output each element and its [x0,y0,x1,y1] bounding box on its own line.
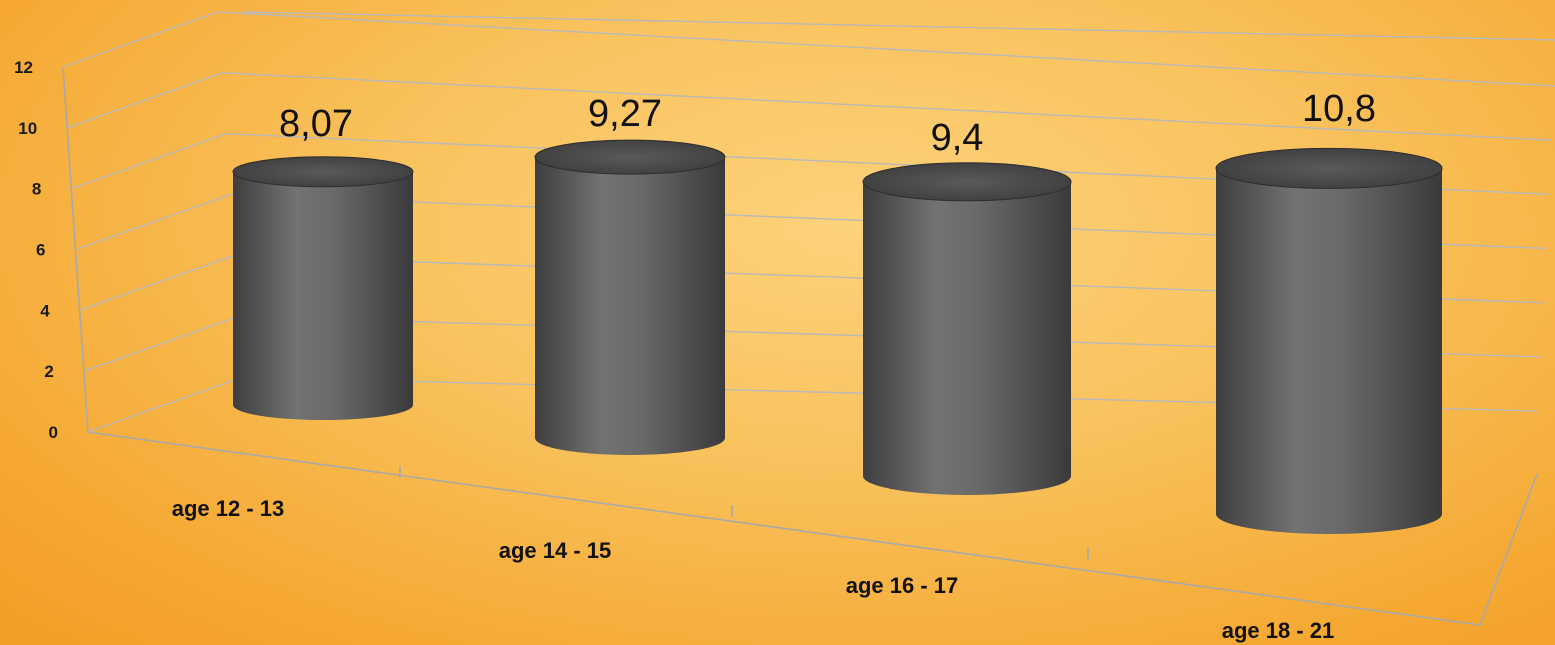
y-axis-line [62,66,89,433]
data-label: 10,8 [1302,88,1376,130]
bar-top [862,162,1072,202]
category-label: age 16 - 17 [846,573,959,598]
bar-top [534,139,726,175]
bar-top [232,156,414,188]
floor-right-edge [1479,473,1538,626]
gridline [66,72,1553,141]
y-tick-label: 0 [49,423,58,442]
y-tick-label: 4 [40,301,50,320]
category-label: age 18 - 21 [1222,618,1335,643]
back-top-edge [242,11,1555,41]
data-label: 8,07 [279,103,353,145]
y-tick-label: 2 [44,362,53,381]
gridline [71,132,1550,196]
bar-body [863,181,1071,495]
y-tick-labels: 0 2 4 6 8 10 12 [14,58,58,442]
bar-body [535,157,725,455]
gridline [62,11,1555,87]
data-labels: 8,07 9,27 9,4 10,8 [279,88,1376,159]
bar-cylinder [534,139,726,455]
x-axis-front-edge [87,431,1481,626]
y-tick-label: 8 [32,180,41,199]
gridline [75,193,1547,251]
y-tick-label: 6 [36,241,45,260]
axes [62,66,1538,626]
bar-body [233,171,413,420]
bars [232,139,1443,534]
category-labels: age 12 - 13 age 14 - 15 age 16 - 17 age 18 … [172,496,1335,643]
y-tick-label: 12 [14,58,33,77]
bar-cylinder [1215,147,1443,534]
data-label: 9,27 [588,93,662,135]
bar-body [1216,168,1442,534]
y-tick-label: 10 [18,119,37,138]
category-label: age 12 - 13 [172,496,285,521]
bar-top [1215,147,1443,189]
data-label: 9,4 [931,117,984,159]
category-label: age 14 - 15 [499,538,612,563]
bar-cylinder [862,162,1072,495]
bar-cylinder [232,156,414,420]
